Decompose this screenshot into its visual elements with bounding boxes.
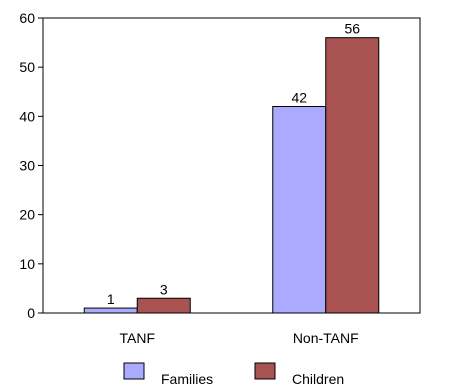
legend-label: Families	[161, 371, 213, 387]
y-tick-label: 30	[19, 158, 35, 174]
data-label: 1	[107, 291, 115, 307]
y-tick-label: 50	[19, 59, 35, 75]
y-tick-label: 10	[19, 256, 35, 272]
category-label: TANF	[119, 330, 155, 346]
data-label: 56	[344, 21, 360, 37]
bar-children-tanf	[136, 297, 191, 314]
bars	[83, 37, 380, 314]
data-label: 3	[160, 281, 168, 297]
y-tick-label: 0	[27, 305, 35, 321]
legend-swatch-families	[123, 362, 145, 380]
category-labels: TANF Non-TANF	[119, 330, 358, 346]
y-tick-label: 40	[19, 108, 35, 124]
legend-label: Children	[292, 371, 344, 387]
y-tick-label: 60	[19, 10, 35, 26]
category-label: Non-TANF	[293, 330, 359, 346]
bar-children-non-tanf	[325, 37, 380, 314]
y-tick-label: 20	[19, 207, 35, 223]
data-label: 42	[291, 90, 307, 106]
bar-families-non-tanf	[272, 106, 327, 314]
data-labels: 1 3 42 56	[107, 21, 360, 307]
legend: Families Children	[123, 362, 344, 387]
bar-families-tanf	[83, 307, 138, 314]
y-axis-ticks: 0 10 20 30 40 50 60	[19, 10, 43, 321]
legend-swatch-children	[254, 362, 276, 380]
